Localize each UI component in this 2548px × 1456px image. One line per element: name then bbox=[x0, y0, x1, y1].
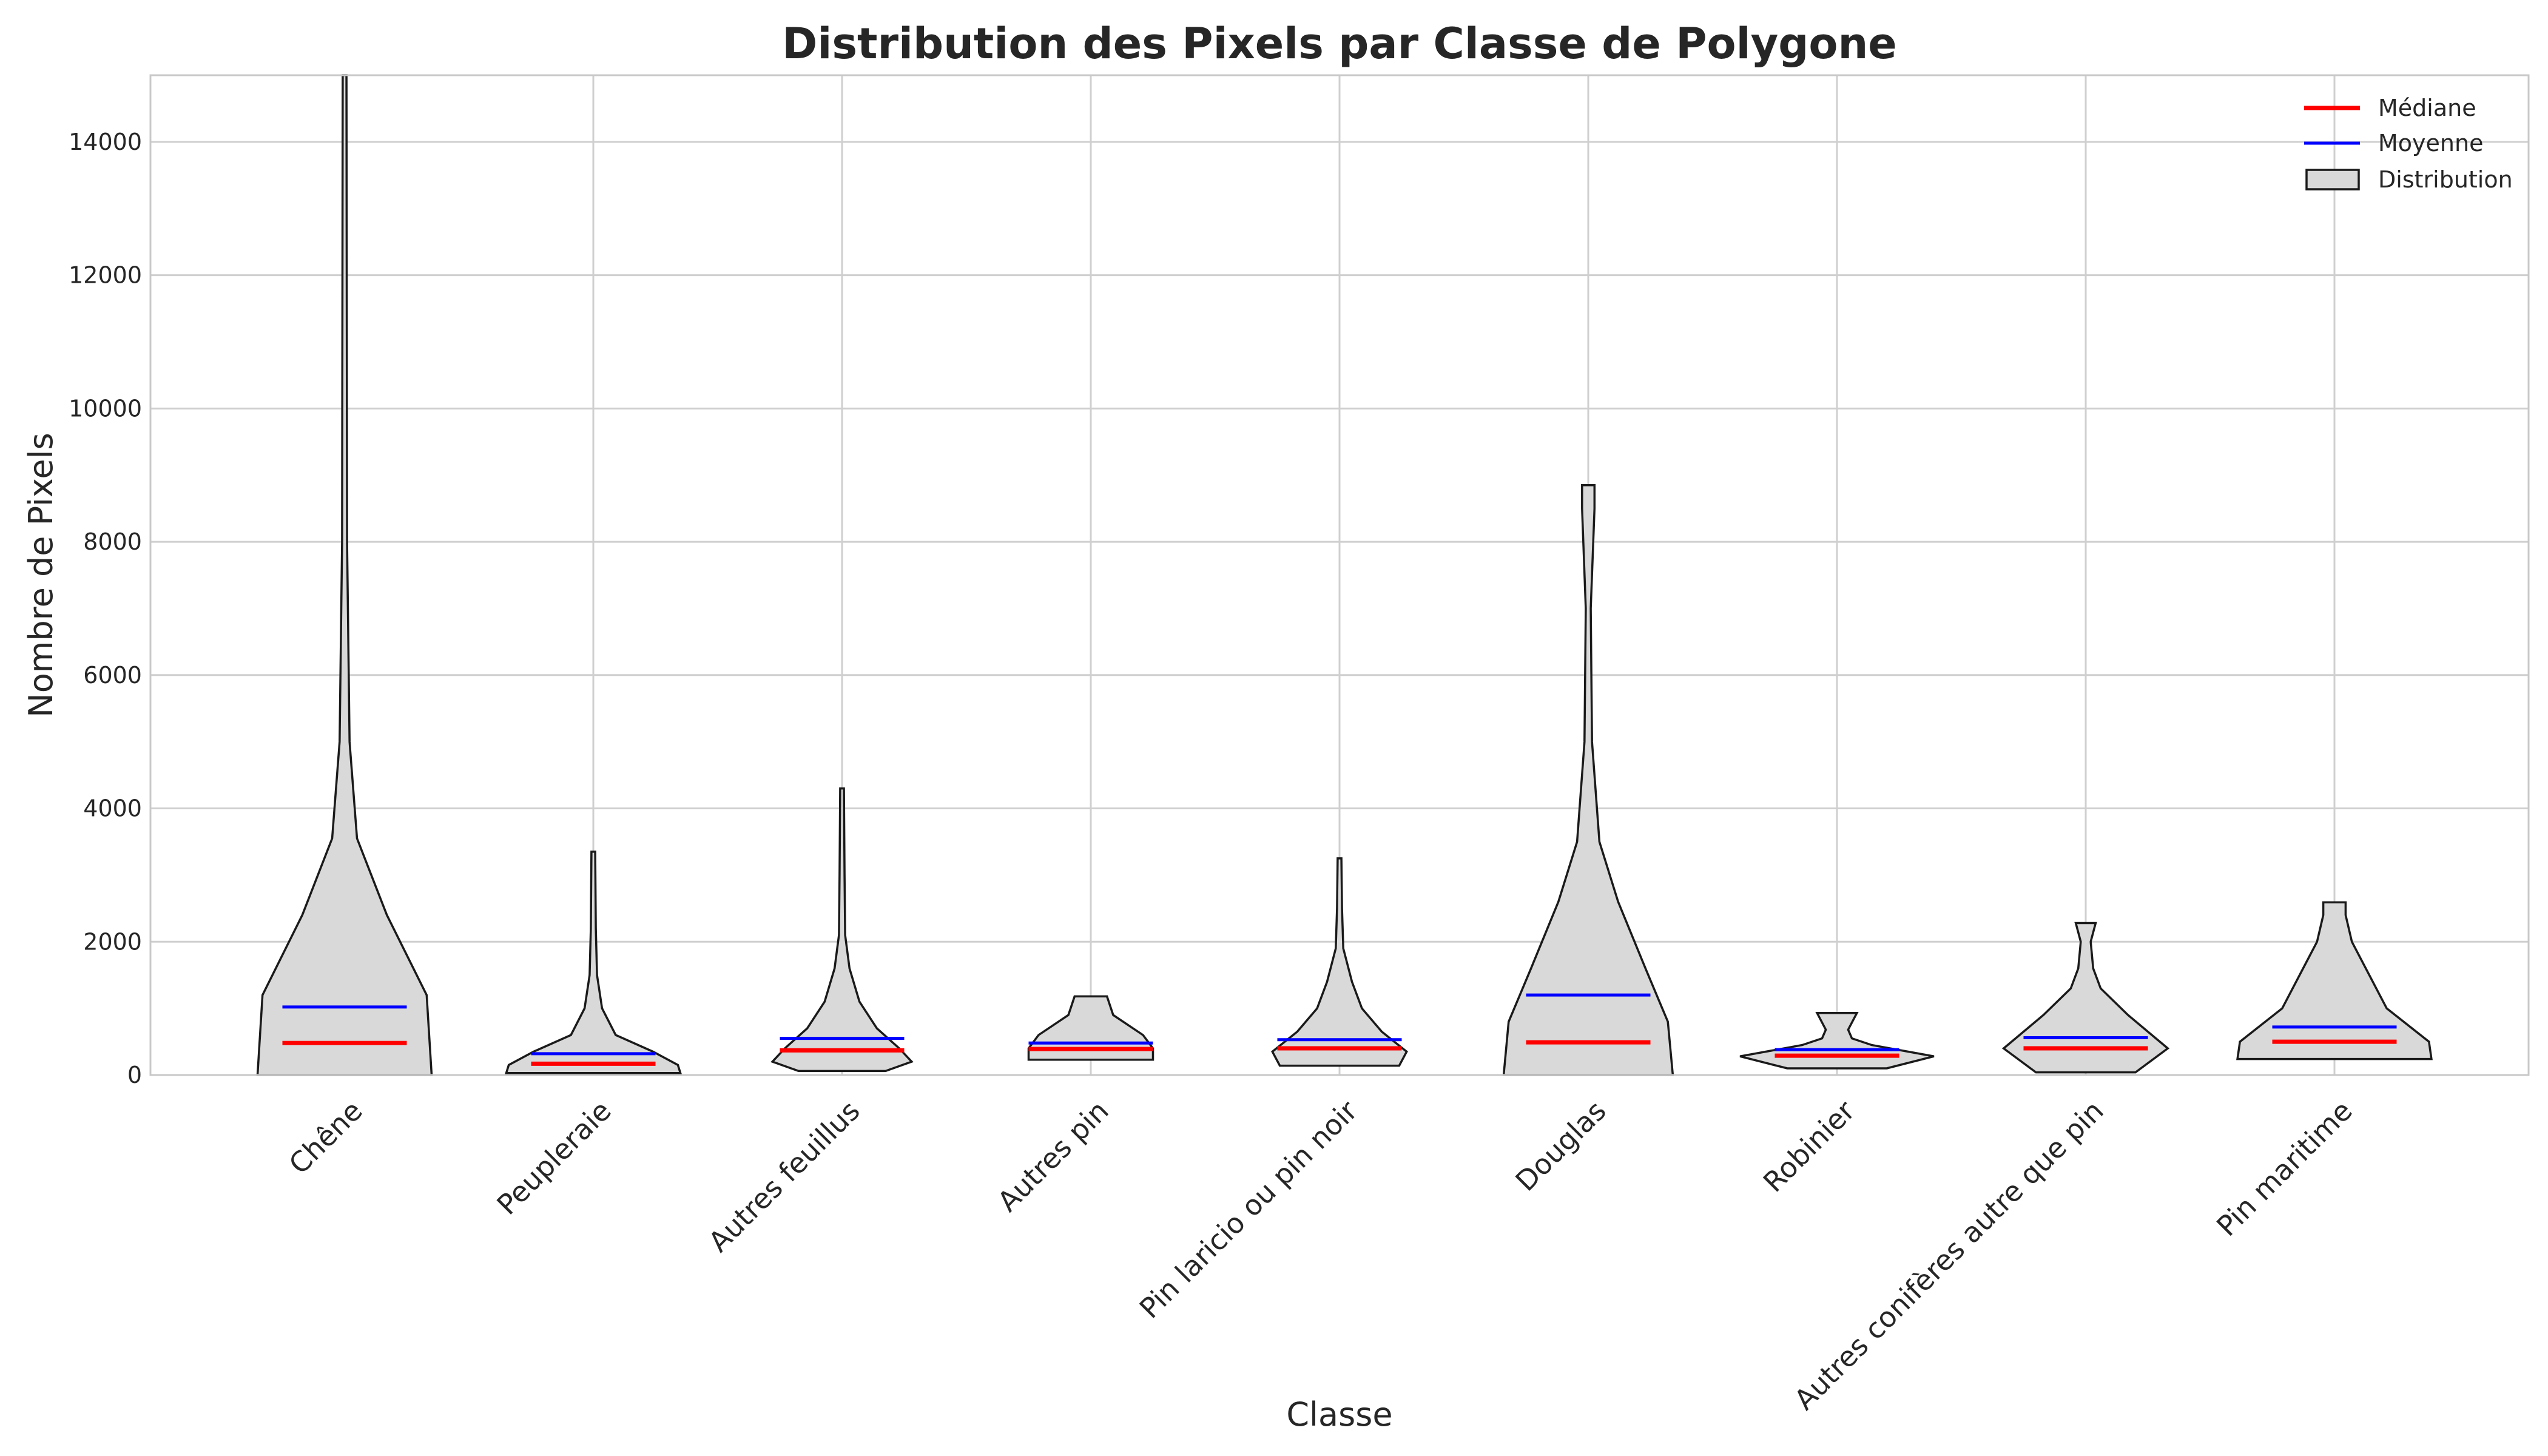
y-tick-label: 6000 bbox=[83, 662, 142, 689]
y-tick-label: 4000 bbox=[83, 795, 142, 822]
y-tick-label: 2000 bbox=[83, 928, 142, 955]
violin-body bbox=[505, 851, 682, 1074]
violin-body bbox=[1502, 484, 1674, 1076]
x-axis-label: Classe bbox=[1286, 1395, 1392, 1434]
legend-mean-label: Moyenne bbox=[2378, 130, 2483, 157]
y-tick-label: 14000 bbox=[69, 129, 142, 155]
y-axis-label: Nombre de Pixels bbox=[22, 433, 60, 717]
y-tick-label: 0 bbox=[127, 1062, 142, 1088]
violin-body bbox=[2001, 922, 2170, 1074]
legend-distribution-swatch bbox=[2305, 169, 2360, 190]
plot-frame bbox=[149, 74, 2530, 1076]
legend: Médiane Moyenne Distribution bbox=[2304, 95, 2513, 193]
y-tick-label: 10000 bbox=[69, 395, 142, 422]
y-tick-labels: 0 2000 4000 6000 8000 10000 12000 14000 bbox=[69, 129, 142, 1088]
legend-distribution-label: Distribution bbox=[2378, 166, 2513, 193]
y-tick-label: 12000 bbox=[69, 262, 142, 289]
chart-title: Distribution des Pixels par Classe de Po… bbox=[782, 19, 1897, 69]
legend-median-label: Médiane bbox=[2378, 95, 2476, 121]
y-tick-label: 8000 bbox=[83, 528, 142, 555]
stat-layer bbox=[282, 993, 2397, 1066]
violin-body bbox=[2236, 901, 2433, 1060]
